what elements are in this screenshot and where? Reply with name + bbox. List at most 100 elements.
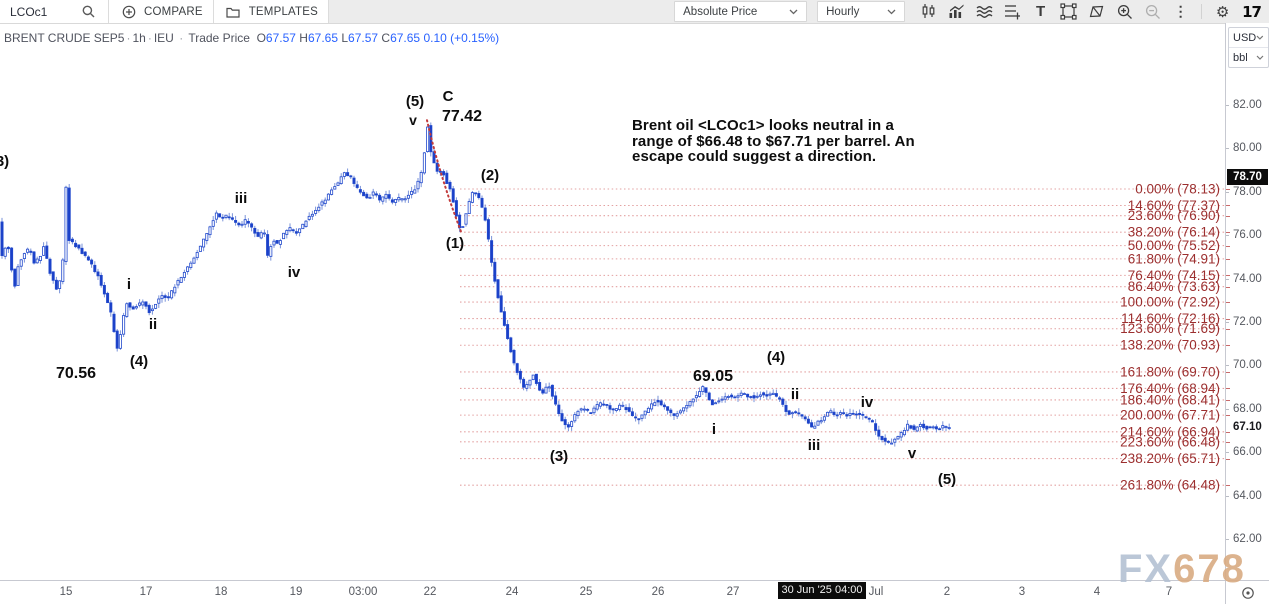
text-tool-icon[interactable]: T bbox=[1036, 3, 1046, 20]
fib-axis-tick bbox=[1226, 302, 1230, 304]
last-price-badge: 78.70 bbox=[1227, 168, 1268, 185]
symbol-search-input[interactable]: LCOc1 bbox=[0, 0, 109, 23]
candle-body bbox=[736, 395, 740, 398]
compare-button[interactable]: COMPARE bbox=[109, 0, 214, 23]
templates-button[interactable]: TEMPLATES bbox=[213, 0, 330, 23]
candle-body bbox=[742, 393, 746, 395]
candle-body bbox=[160, 295, 164, 300]
unit-dropdown[interactable]: bbl bbox=[1229, 47, 1268, 67]
candle-body bbox=[157, 298, 161, 304]
legend-open-label: O bbox=[256, 31, 266, 45]
candle-body bbox=[454, 200, 458, 217]
candle-body bbox=[829, 410, 833, 414]
legend-exchange: IEU bbox=[153, 31, 174, 45]
candle-body bbox=[10, 247, 14, 271]
candle-body bbox=[890, 442, 894, 445]
indicators-icon[interactable] bbox=[947, 2, 966, 21]
candle-body bbox=[458, 214, 462, 229]
time-axis[interactable]: 30 Jun '25 04:00 15 17 18 19 03:00 22 24 25 26 27… bbox=[0, 580, 1269, 604]
candle-body bbox=[880, 436, 884, 441]
time-axis-label: 24 bbox=[505, 586, 519, 598]
price-axis-label: 72.00 bbox=[1233, 316, 1262, 329]
fib-level-label: 200.00% (67.71) bbox=[1120, 408, 1220, 423]
candle-body bbox=[435, 162, 439, 172]
candle-body bbox=[592, 407, 596, 414]
candle-body bbox=[339, 176, 343, 184]
candle-body bbox=[54, 279, 58, 290]
time-axis-label: 27 bbox=[726, 586, 740, 598]
time-axis-label: Jul bbox=[868, 586, 884, 598]
chart-legend[interactable]: BRENT CRUDE SEP5 · 1h · IEU · Trade Price O6… bbox=[4, 31, 500, 45]
candle-body bbox=[938, 428, 942, 431]
candlestick-style-icon[interactable] bbox=[919, 2, 938, 21]
candle-body bbox=[685, 404, 689, 409]
candle-body bbox=[355, 184, 359, 188]
price-axis[interactable]: USD bbl 78.70 67.10 82.00 80.00 78.00 76.00… bbox=[1225, 23, 1269, 580]
settings-gear-icon[interactable]: ⚙ bbox=[1215, 2, 1230, 21]
price-axis-tick bbox=[1226, 408, 1229, 410]
candle-body bbox=[317, 206, 321, 211]
candle-body bbox=[790, 412, 794, 415]
chevron-down-icon bbox=[887, 6, 896, 18]
wave-label: iii bbox=[235, 190, 248, 207]
candle-body bbox=[541, 389, 545, 394]
candle-body bbox=[531, 374, 535, 381]
candle-body bbox=[528, 379, 532, 386]
candle-body bbox=[464, 213, 468, 225]
candle-body bbox=[691, 398, 695, 403]
candle-body bbox=[720, 398, 724, 401]
candle-body bbox=[246, 220, 250, 224]
candle-body bbox=[826, 411, 830, 417]
candle-body bbox=[150, 308, 154, 312]
compare-overlay-icon[interactable] bbox=[975, 2, 994, 21]
candle-body bbox=[707, 392, 711, 401]
candle-body bbox=[573, 414, 577, 422]
fib-level-label: 186.40% (68.41) bbox=[1120, 392, 1220, 407]
candle-body bbox=[797, 412, 801, 415]
price-axis-label: 66.00 bbox=[1233, 446, 1262, 459]
interval-dropdown[interactable]: Hourly bbox=[817, 1, 906, 22]
wave-label: ii bbox=[149, 316, 157, 333]
candle-body bbox=[38, 255, 42, 261]
polygon-tool-icon[interactable] bbox=[1087, 2, 1106, 21]
crosshair-target-icon[interactable] bbox=[1241, 586, 1255, 600]
candle-body bbox=[557, 404, 561, 415]
candle-body bbox=[403, 198, 407, 201]
rectangle-tool-icon[interactable] bbox=[1059, 2, 1078, 21]
wave-label: (5) bbox=[406, 93, 424, 110]
candle-body bbox=[394, 199, 398, 203]
candle-body bbox=[310, 213, 314, 217]
fib-axis-tick bbox=[1226, 399, 1230, 401]
candle-body bbox=[278, 240, 282, 245]
price-mode-dropdown[interactable]: Absolute Price bbox=[674, 1, 808, 22]
candle-body bbox=[496, 279, 500, 299]
candle-body bbox=[131, 306, 135, 310]
candle-body bbox=[576, 410, 580, 417]
fib-retracement-icon[interactable] bbox=[1003, 2, 1022, 21]
candle-body bbox=[256, 232, 260, 237]
candle-body bbox=[755, 395, 759, 398]
candle-body bbox=[0, 221, 4, 257]
candle-body bbox=[870, 420, 874, 423]
chart-pane[interactable]: 0.00% (78.13) 14.60% (77.37) 23.60% (76.90… bbox=[0, 23, 1225, 580]
candle-body bbox=[739, 392, 743, 396]
candle-body bbox=[659, 400, 663, 406]
more-options-icon[interactable]: ⋮ bbox=[1173, 3, 1188, 19]
wave-label: (3) bbox=[0, 153, 9, 170]
candle-body bbox=[934, 426, 938, 430]
time-axis-label: 3 bbox=[1018, 586, 1026, 598]
candle-body bbox=[918, 423, 922, 427]
folder-icon bbox=[224, 2, 243, 21]
currency-dropdown[interactable]: USD bbox=[1229, 28, 1268, 47]
candle-body bbox=[202, 238, 206, 248]
tradingview-logo[interactable]: 17 bbox=[1242, 2, 1262, 21]
candle-body bbox=[525, 384, 529, 389]
zoom-in-icon[interactable] bbox=[1115, 2, 1134, 21]
fib-level-label: 214.60% (66.94) bbox=[1120, 424, 1220, 439]
price-axis-label: 80.00 bbox=[1233, 142, 1262, 155]
candle-body bbox=[624, 407, 628, 411]
fib-axis-tick bbox=[1226, 189, 1230, 190]
fib-level-label: 14.60% (77.37) bbox=[1128, 198, 1220, 213]
candle-body bbox=[563, 419, 567, 426]
